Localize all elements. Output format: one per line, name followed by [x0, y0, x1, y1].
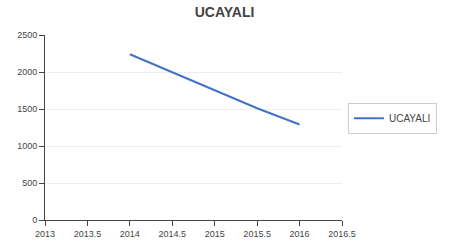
svg-text:2016: 2016	[290, 229, 310, 239]
svg-text:2016.5: 2016.5	[328, 229, 356, 239]
svg-text:1500: 1500	[17, 104, 37, 114]
svg-text:2015.5: 2015.5	[243, 229, 271, 239]
svg-text:2000: 2000	[17, 67, 37, 77]
svg-text:0: 0	[32, 215, 37, 225]
svg-text:UCAYALI: UCAYALI	[195, 4, 255, 20]
svg-text:2013.5: 2013.5	[74, 229, 102, 239]
svg-text:500: 500	[22, 178, 37, 188]
svg-text:1000: 1000	[17, 141, 37, 151]
svg-text:2014.5: 2014.5	[159, 229, 187, 239]
svg-text:2014: 2014	[120, 229, 140, 239]
svg-text:2500: 2500	[17, 30, 37, 40]
svg-text:2015: 2015	[205, 229, 225, 239]
svg-text:UCAYALI: UCAYALI	[389, 113, 430, 124]
svg-text:2013: 2013	[35, 229, 55, 239]
